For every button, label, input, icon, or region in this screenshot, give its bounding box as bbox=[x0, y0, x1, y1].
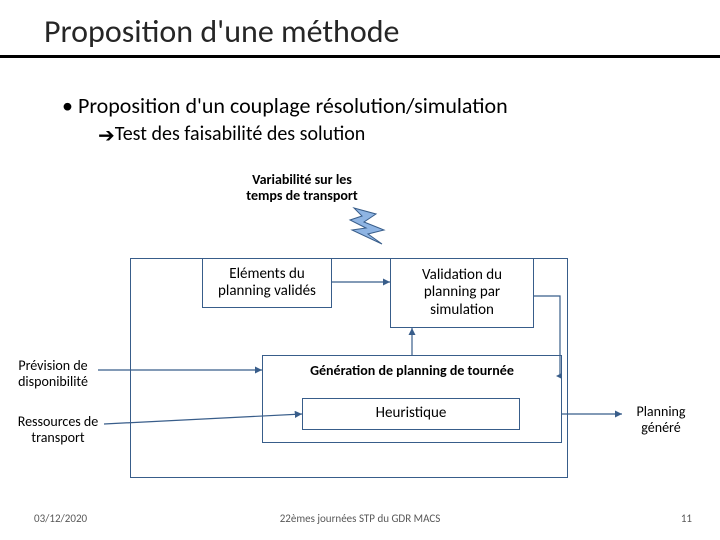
arrow-validation-down-head bbox=[556, 373, 562, 379]
footer-page-number: 11 bbox=[681, 512, 692, 525]
footer-center: 22èmes journées STP du GDR MACS bbox=[0, 512, 720, 525]
connectors bbox=[0, 0, 720, 540]
arrow-validation-down bbox=[534, 296, 562, 376]
arrow-ressources bbox=[104, 414, 302, 424]
